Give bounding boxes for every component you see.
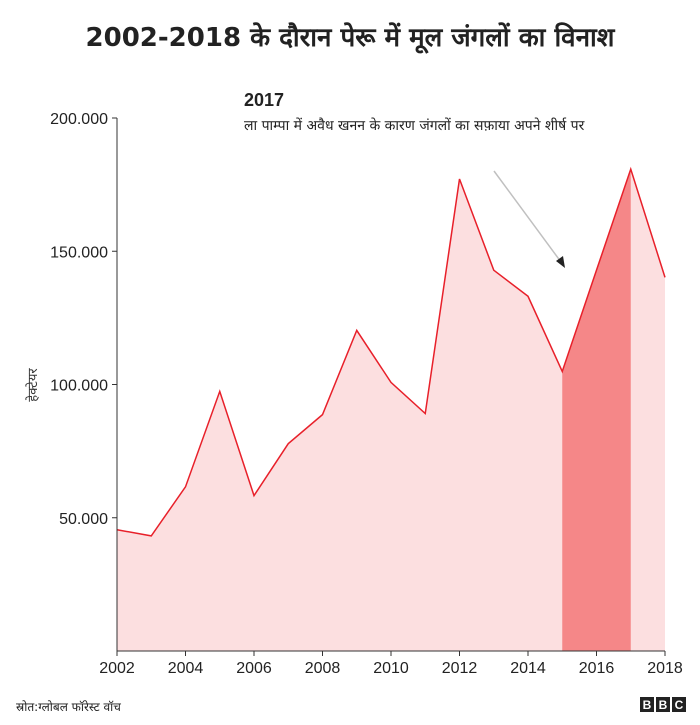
logo-letter: B bbox=[640, 697, 654, 712]
y-axis-label: हेक्टेयर bbox=[25, 368, 41, 402]
highlight-area bbox=[562, 169, 631, 651]
logo-letter: B bbox=[656, 697, 670, 712]
y-tick-label: 200.000 bbox=[50, 111, 108, 128]
logo-letter: C bbox=[672, 697, 686, 712]
annotation-text: ला पाम्पा में अवैध खनन के कारण जंगलों का… bbox=[244, 118, 585, 134]
area-chart: 50.000 100.000 150.000 200.000 2002 2004 2006 2… bbox=[25, 111, 683, 677]
x-tick-label: 2016 bbox=[579, 660, 615, 677]
annotation-arrow bbox=[493, 170, 562, 263]
arrowhead-icon bbox=[556, 256, 565, 268]
x-tick-label: 2012 bbox=[442, 660, 478, 677]
y-tick-label: 100.000 bbox=[50, 378, 108, 395]
annotation-year: 2017 bbox=[244, 90, 285, 110]
x-tick-label: 2014 bbox=[510, 660, 546, 677]
x-tick-label: 2010 bbox=[373, 660, 409, 677]
source-note: स्रोत:ग्लोबल फॉरेस्ट वॉच bbox=[16, 700, 121, 714]
y-tick-label: 50.000 bbox=[59, 511, 108, 528]
x-tick-label: 2004 bbox=[168, 660, 204, 677]
x-tick-label: 2002 bbox=[99, 660, 135, 677]
x-tick-label: 2018 bbox=[647, 660, 683, 677]
area-fill bbox=[117, 169, 665, 651]
x-tick-label: 2008 bbox=[305, 660, 341, 677]
y-tick-label: 150.000 bbox=[50, 244, 108, 261]
x-tick-label: 2006 bbox=[236, 660, 272, 677]
chart-title: 2002-2018 के दौरान पेरू में मूल जंगलों क… bbox=[85, 23, 615, 53]
series-line bbox=[116, 166, 666, 537]
